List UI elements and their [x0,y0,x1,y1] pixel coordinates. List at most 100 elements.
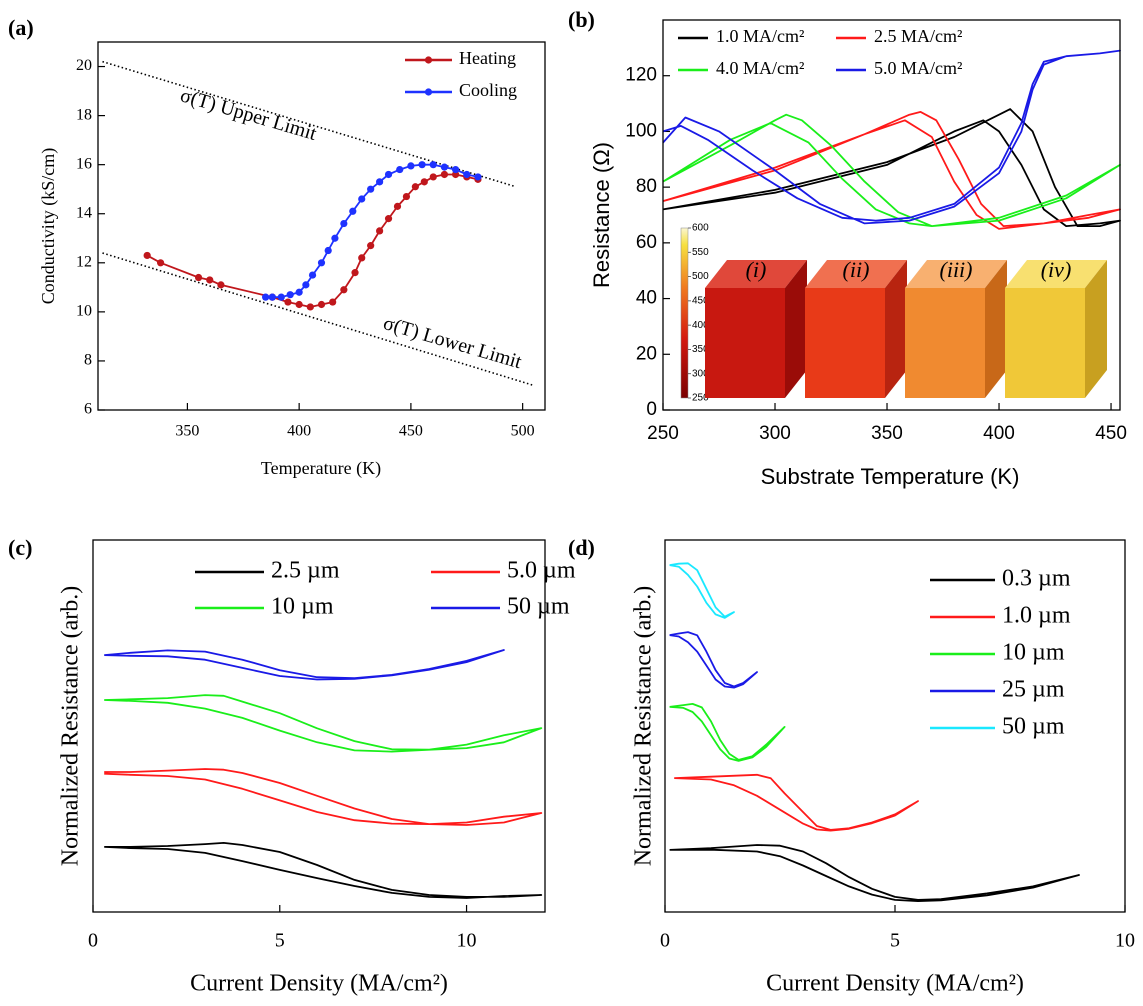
data-point [358,195,366,203]
y-tick-label: 120 [625,65,657,86]
y-axis-title: Resistance (Ω) [589,142,614,288]
cube-label: (iv) [1041,257,1072,282]
data-point [474,173,482,181]
legend-label: 10 µm [271,594,334,620]
colorbar-tick-label: 250 [692,393,709,404]
series-line [104,694,543,753]
y-tick-label: 16 [76,155,92,172]
x-tick-label: 300 [759,423,791,444]
series-line [265,163,479,298]
x-tick-label: 350 [175,423,199,440]
legend-label: 1.0 MA/cm² [716,26,804,46]
annotation: σ(T) Upper Limit [178,84,320,145]
x-tick-label: 10 [1115,930,1135,952]
series-line [662,49,1121,225]
data-point [440,170,449,179]
colorbar [680,227,689,399]
cube-side [985,260,1007,398]
data-point [340,219,348,228]
data-point [331,234,339,242]
data-point [358,254,366,262]
legend-label: Cooling [459,80,517,100]
legend-label: 0.3 µm [1002,566,1071,592]
x-tick-label: 5 [275,930,285,952]
data-point [286,291,294,299]
legend-label: 2.5 µm [271,558,340,584]
data-point [367,185,375,193]
y-axis-title: Normalized Resistance (arb.) [58,586,84,867]
data-point [384,170,393,179]
data-point [262,293,270,301]
data-point [302,281,310,289]
data-point [402,192,411,201]
data-point [407,162,415,170]
data-point [376,178,384,186]
series-line [662,111,1121,230]
y-tick-label: 40 [636,288,657,309]
data-point [384,215,393,223]
legend-label: 50 µm [1002,714,1065,740]
data-point [295,288,303,296]
plot-frame [664,539,1126,913]
y-tick-label: 60 [636,232,657,253]
x-axis-title: Temperature (K) [261,458,381,479]
data-point [306,303,314,311]
cube-front [1005,288,1085,398]
series-line [146,173,479,308]
data-point [420,178,428,186]
x-tick-label: 10 [457,930,477,952]
data-point [396,165,404,174]
x-tick-label: 450 [1095,423,1127,444]
legend-label: 5.0 µm [507,558,576,584]
series-line [662,108,1121,227]
colorbar-tick-label: 400 [692,320,709,331]
legend-marker [424,56,433,64]
series-line [674,773,919,832]
legend-label: 2.5 MA/cm² [874,26,962,46]
cube-label: (i) [746,257,767,282]
panel-label: (c) [8,535,32,560]
y-tick-label: 20 [76,57,92,74]
y-axis-title: Conductivity (kS/cm) [38,148,59,305]
cube-front [905,288,985,398]
panel-label: (a) [8,15,34,40]
data-point [194,273,203,282]
data-point [284,298,292,306]
series-line [669,631,758,689]
data-point [308,271,317,279]
data-point [340,286,348,294]
x-tick-label: 500 [511,423,535,440]
data-point [393,202,402,210]
series-line [662,113,1121,227]
y-axis-title: Normalized Resistance (arb.) [631,586,657,867]
x-tick-label: 5 [890,930,900,952]
colorbar-tick-label: 500 [692,271,709,282]
y-tick-label: 10 [76,303,92,320]
data-point [418,161,426,169]
data-point [452,165,460,174]
panel-label: (b) [568,7,595,32]
y-tick-label: 8 [84,352,92,369]
cube-top [805,260,907,288]
plot-frame [97,41,546,411]
x-tick-label: 0 [88,930,98,952]
data-point [463,170,471,179]
cube-side [785,260,807,398]
cube-front [805,288,885,398]
series-line [104,649,505,681]
y-tick-label: 6 [84,401,92,418]
data-point [324,246,332,255]
x-tick-label: 450 [399,423,423,440]
reference-line [102,252,535,387]
x-tick-label: 400 [983,423,1015,444]
legend-label: 1.0 µm [1002,603,1071,629]
x-axis-title: Current Density (MA/cm²) [190,971,448,997]
colorbar-tick-label: 600 [692,223,709,234]
cube-side [1085,260,1107,398]
x-tick-label: 350 [871,423,903,444]
cube-top [905,260,1007,288]
data-point [206,276,214,284]
data-point [329,298,337,306]
data-point [367,242,375,250]
